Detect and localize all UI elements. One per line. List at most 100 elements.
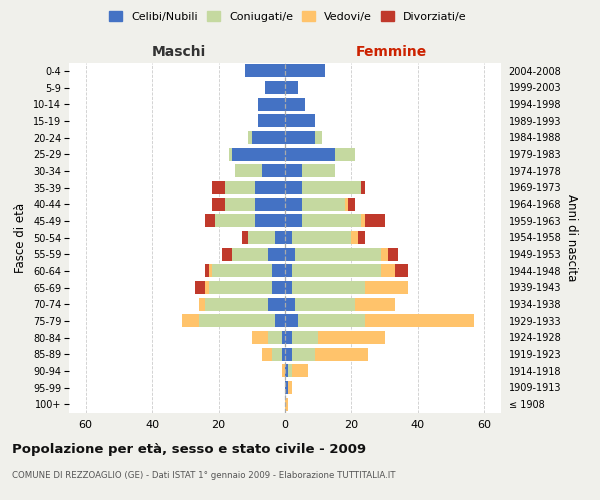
Bar <box>365 281 408 294</box>
Bar <box>365 314 475 328</box>
Text: COMUNE DI REZZOAGLIO (GE) - Dati ISTAT 1° gennaio 2009 - Elaborazione TUTTITALIA: COMUNE DI REZZOAGLIO (GE) - Dati ISTAT 1… <box>12 471 395 480</box>
Bar <box>292 231 352 244</box>
Y-axis label: Anni di nascita: Anni di nascita <box>565 194 578 281</box>
Bar <box>205 214 215 228</box>
Bar <box>285 281 292 294</box>
Bar <box>285 248 295 260</box>
Bar <box>292 281 365 294</box>
Bar <box>352 231 358 244</box>
Bar <box>285 331 292 344</box>
Bar <box>302 181 361 194</box>
Bar <box>235 164 262 177</box>
Bar <box>285 298 295 310</box>
Bar <box>272 264 285 278</box>
Bar <box>292 364 308 378</box>
Bar <box>302 198 345 210</box>
Bar <box>209 264 212 278</box>
Bar <box>248 231 275 244</box>
Bar <box>205 264 209 278</box>
Bar <box>295 248 382 260</box>
Bar <box>388 248 398 260</box>
Bar <box>268 248 285 260</box>
Bar <box>232 148 285 160</box>
Bar <box>302 214 361 228</box>
Bar <box>275 231 285 244</box>
Bar <box>348 198 355 210</box>
Bar <box>285 231 292 244</box>
Bar <box>252 131 285 144</box>
Bar <box>259 114 285 128</box>
Bar <box>292 264 382 278</box>
Bar <box>285 181 302 194</box>
Bar <box>285 131 315 144</box>
Bar <box>285 314 298 328</box>
Bar <box>215 214 255 228</box>
Bar <box>395 264 408 278</box>
Bar <box>285 364 289 378</box>
Bar <box>205 298 268 310</box>
Bar <box>281 331 285 344</box>
Bar <box>295 298 355 310</box>
Bar <box>285 81 298 94</box>
Bar <box>365 214 385 228</box>
Text: Popolazione per età, sesso e stato civile - 2009: Popolazione per età, sesso e stato civil… <box>12 442 366 456</box>
Bar <box>199 298 205 310</box>
Bar <box>272 281 285 294</box>
Bar <box>248 131 252 144</box>
Bar <box>242 231 248 244</box>
Bar <box>302 164 335 177</box>
Bar <box>382 248 388 260</box>
Bar <box>382 264 395 278</box>
Bar <box>335 148 355 160</box>
Bar <box>285 381 289 394</box>
Bar <box>345 198 348 210</box>
Bar <box>195 281 205 294</box>
Bar <box>315 131 322 144</box>
Bar <box>199 314 275 328</box>
Bar <box>268 331 281 344</box>
Y-axis label: Fasce di età: Fasce di età <box>14 202 28 272</box>
Bar <box>262 348 272 360</box>
Bar <box>298 314 365 328</box>
Bar <box>318 331 385 344</box>
Bar <box>268 298 285 310</box>
Bar <box>285 264 292 278</box>
Bar <box>255 214 285 228</box>
Bar <box>259 98 285 110</box>
Text: Femmine: Femmine <box>356 45 427 59</box>
Bar <box>265 81 285 94</box>
Bar <box>285 148 335 160</box>
Bar <box>222 248 232 260</box>
Bar <box>255 181 285 194</box>
Bar <box>225 198 255 210</box>
Bar <box>281 348 285 360</box>
Bar <box>361 181 365 194</box>
Bar <box>285 214 302 228</box>
Legend: Celibi/Nubili, Coniugati/e, Vedovi/e, Divorziati/e: Celibi/Nubili, Coniugati/e, Vedovi/e, Di… <box>106 8 470 25</box>
Bar <box>209 281 272 294</box>
Bar <box>275 314 285 328</box>
Bar <box>285 198 302 210</box>
Bar <box>229 148 232 160</box>
Bar <box>225 181 255 194</box>
Bar <box>212 198 225 210</box>
Bar <box>205 281 209 294</box>
Bar <box>262 164 285 177</box>
Bar <box>182 314 199 328</box>
Bar <box>289 364 292 378</box>
Bar <box>232 248 268 260</box>
Bar <box>272 348 281 360</box>
Bar <box>281 364 285 378</box>
Bar <box>212 264 272 278</box>
Bar <box>255 198 285 210</box>
Bar <box>358 231 365 244</box>
Bar <box>285 114 315 128</box>
Bar <box>289 381 292 394</box>
Text: Maschi: Maschi <box>152 45 206 59</box>
Bar <box>285 398 289 410</box>
Bar <box>285 164 302 177</box>
Bar <box>285 98 305 110</box>
Bar <box>285 64 325 78</box>
Bar <box>285 348 292 360</box>
Bar <box>292 331 318 344</box>
